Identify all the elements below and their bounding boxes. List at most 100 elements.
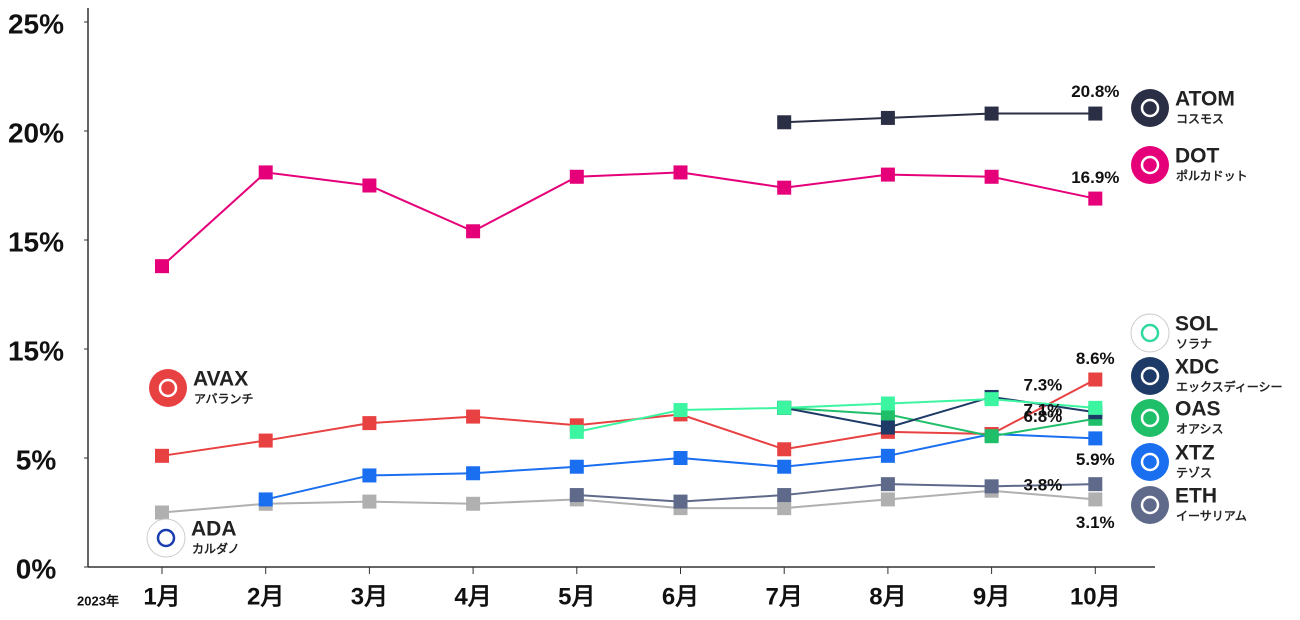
- point: [984, 169, 999, 184]
- legend-icon: [1131, 443, 1169, 481]
- legend-name: ETH: [1175, 485, 1217, 508]
- point: [777, 180, 792, 195]
- legend-icon-mark: [1140, 408, 1160, 428]
- point: [1088, 400, 1103, 415]
- series-line: [161, 378, 1096, 457]
- point: [984, 429, 999, 444]
- point: [1088, 372, 1103, 387]
- series-line: [161, 171, 1096, 267]
- data-label: 7.3%: [1024, 375, 1063, 394]
- legend-name: SOL: [1175, 313, 1218, 336]
- legend-icon-mark: [1140, 98, 1160, 118]
- point: [777, 115, 792, 130]
- legend-icon: [1131, 357, 1169, 395]
- point: [984, 392, 999, 407]
- point: [1088, 431, 1103, 446]
- legend-name: XTZ: [1175, 442, 1215, 465]
- point: [880, 420, 895, 435]
- legend-subtitle: オアシス: [1176, 422, 1224, 436]
- legend-name: OAS: [1175, 398, 1221, 421]
- point: [984, 479, 999, 494]
- y-tick-label: 20%: [8, 117, 64, 148]
- point: [673, 494, 688, 509]
- y-tick-label: 15%: [8, 226, 64, 257]
- point: [569, 459, 584, 474]
- legend-subtitle: ポルカドット: [1176, 168, 1248, 183]
- series-line: [161, 489, 1096, 514]
- y-tick-label: 25%: [8, 8, 64, 39]
- point: [673, 451, 688, 465]
- x-tick-label: 7月: [766, 583, 803, 610]
- point: [880, 448, 895, 463]
- data-label: 7.1%: [1024, 401, 1063, 420]
- legend-icon-mark: [1140, 323, 1160, 343]
- series-line: [265, 433, 1096, 501]
- x-tick-label: 5月: [558, 583, 595, 610]
- point: [569, 169, 584, 184]
- point: [880, 492, 895, 507]
- legend-subtitle: イーサリアム: [1176, 509, 1247, 523]
- legend-icon-mark: [156, 528, 176, 548]
- legend-icon: [1131, 146, 1169, 184]
- x-tick-label: 1月: [143, 583, 180, 610]
- series-line: [576, 483, 1096, 503]
- legend-subtitle: ソラナ: [1176, 337, 1212, 351]
- point: [880, 167, 895, 182]
- point: [777, 459, 792, 474]
- point: [1088, 106, 1103, 121]
- point: [880, 110, 895, 125]
- x-tick-label: 10月: [1070, 583, 1121, 610]
- series-line: [576, 398, 1096, 433]
- point: [984, 106, 999, 121]
- point: [362, 178, 377, 193]
- point: [777, 501, 792, 516]
- point: [362, 468, 377, 483]
- x-tick-label: 4月: [454, 583, 491, 610]
- series-line: [784, 112, 1096, 124]
- x-tick-label: 9月: [973, 583, 1010, 610]
- legend-icon-mark: [1140, 366, 1160, 386]
- point: [362, 494, 377, 509]
- legend-name: DOT: [1175, 145, 1220, 168]
- point: [466, 466, 481, 481]
- data-label: 20.8%: [1071, 82, 1119, 101]
- point: [880, 407, 895, 422]
- point: [880, 477, 895, 492]
- legend-subtitle: アバランチ: [194, 392, 254, 406]
- legend-icon-mark: [158, 378, 178, 398]
- point: [258, 433, 273, 448]
- legend-icon: [1131, 89, 1169, 127]
- point: [466, 496, 481, 511]
- series-line: [784, 406, 1096, 438]
- legend-icon: [1131, 486, 1169, 524]
- legend-icon-mark: [1140, 155, 1160, 175]
- point: [1088, 477, 1103, 492]
- point: [1088, 492, 1103, 507]
- point: [466, 409, 481, 424]
- y-tick-label: 5%: [16, 444, 57, 475]
- point: [777, 442, 792, 457]
- x-tick-label: 3月: [351, 583, 388, 610]
- point: [1088, 191, 1103, 206]
- data-label: 3.1%: [1076, 513, 1115, 532]
- point: [362, 416, 377, 431]
- point: [673, 403, 688, 418]
- legend-icon: [1131, 399, 1169, 437]
- y-tick-label: 0%: [16, 553, 57, 584]
- data-label: 5.9%: [1076, 450, 1115, 469]
- point: [258, 165, 273, 180]
- legend-icon: [149, 369, 187, 407]
- point: [258, 492, 273, 507]
- point: [569, 488, 584, 503]
- y-tick-label: 15%: [8, 335, 64, 366]
- legend-subtitle: テゾス: [1176, 465, 1212, 480]
- legend-icon: [1130, 313, 1170, 353]
- legend-subtitle: エックスディーシー: [1176, 379, 1283, 394]
- legend-name: XDC: [1175, 356, 1219, 379]
- legend-name: ADA: [191, 518, 237, 541]
- point: [569, 424, 584, 439]
- data-label: 3.8%: [1024, 476, 1063, 495]
- legend-icon: [146, 518, 186, 558]
- legend-subtitle: カルダノ: [192, 541, 240, 556]
